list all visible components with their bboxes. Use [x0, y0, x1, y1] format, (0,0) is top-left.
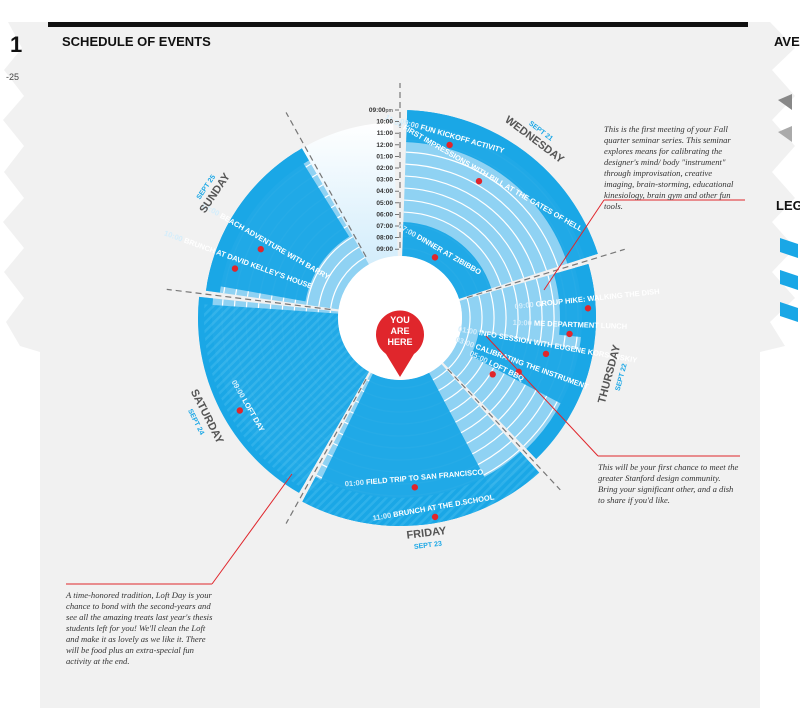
event-marker: [489, 371, 496, 378]
event-block: [470, 331, 594, 411]
right-page-fragment: AVE: [774, 34, 800, 49]
right-page-subfragment: LEG: [776, 198, 800, 213]
time-tick-label: 12:00: [376, 142, 393, 149]
left-page-subfragment: -25: [6, 72, 19, 82]
bbq-note: This will be your first chance to meet t…: [598, 462, 739, 505]
event-block: [312, 372, 494, 518]
header-rule: [48, 22, 748, 27]
event-time: 01:00: [344, 478, 366, 489]
you-are-here-line2: ARE: [390, 326, 409, 336]
schedule-wheel: [166, 83, 625, 526]
event-block: [206, 151, 350, 302]
time-suffix: pm: [386, 108, 394, 114]
loft-day-note: A time-honored tradition, Loft Day is yo…: [66, 590, 213, 666]
event-marker: [475, 177, 483, 185]
event-time: 09:00: [514, 300, 536, 311]
event-marker: [257, 245, 264, 253]
loft-day-leader-line: [211, 473, 293, 585]
event-block: [553, 263, 596, 339]
time-tick-label: 07:00: [376, 223, 393, 230]
day-divider: [166, 288, 331, 311]
event-marker: [231, 265, 239, 272]
day-divider: [447, 368, 561, 491]
day-divider: [285, 378, 367, 524]
left-page-fragment: 1: [10, 32, 22, 57]
time-tick-label: 11:00: [377, 130, 394, 137]
day-name: FRIDAY: [406, 525, 448, 542]
day-divider: [285, 112, 367, 258]
seminar-leader-line: [543, 199, 605, 291]
time-tick-label: 06:00: [376, 211, 393, 218]
time-tick-label: 02:00: [376, 165, 393, 172]
event-marker: [584, 305, 592, 312]
event-block: [302, 451, 540, 526]
page-title: SCHEDULE OF EVENTS: [62, 34, 211, 49]
time-tick-label: 08:00: [376, 235, 393, 242]
time-tick-label: 01:00: [376, 153, 393, 160]
event-marker: [446, 141, 453, 149]
time-tick-label: 10:00: [376, 119, 393, 126]
event-block: [204, 304, 369, 488]
you-are-here-pin: YOU ARE HERE: [376, 310, 425, 377]
event-block: [402, 222, 492, 299]
event-block: [406, 110, 598, 264]
event-marker: [411, 484, 419, 491]
time-tick-label: 05:00: [376, 200, 393, 207]
event-time: 10:00: [513, 318, 535, 328]
day-date: SEPT 23: [414, 541, 443, 551]
event-name: ME DEPARTMENT LUNCH: [534, 319, 627, 331]
time-tick-label: 09:00pm: [369, 107, 394, 114]
event-item: 10:00 ME DEPARTMENT LUNCH: [513, 318, 628, 338]
seminar-note: This is the first meeting of your Fall q…: [604, 124, 734, 211]
you-are-here-line3: HERE: [387, 337, 412, 347]
time-tick-label: 04:00: [376, 188, 393, 195]
you-are-here-line1: YOU: [390, 315, 410, 325]
event-marker: [236, 407, 243, 414]
event-time: 11:00: [372, 510, 394, 522]
time-tick-label: 03:00: [376, 177, 393, 184]
event-label: 10:00 ME DEPARTMENT LUNCH: [513, 318, 628, 331]
time-tick-label: 09:00: [376, 246, 393, 253]
event-time: 01:00: [457, 324, 480, 337]
right-legend-fragment: [778, 94, 798, 322]
event-marker: [542, 350, 550, 358]
event-marker: [431, 513, 439, 521]
bbq-leader-line: [485, 335, 599, 457]
time-scale: 09:00pm10:0011:0012:0001:0002:0003:0004:…: [369, 107, 399, 253]
sector-empty-night: [302, 122, 398, 265]
day-divider: [466, 248, 625, 299]
event-marker: [431, 254, 439, 261]
event-marker: [566, 330, 573, 338]
